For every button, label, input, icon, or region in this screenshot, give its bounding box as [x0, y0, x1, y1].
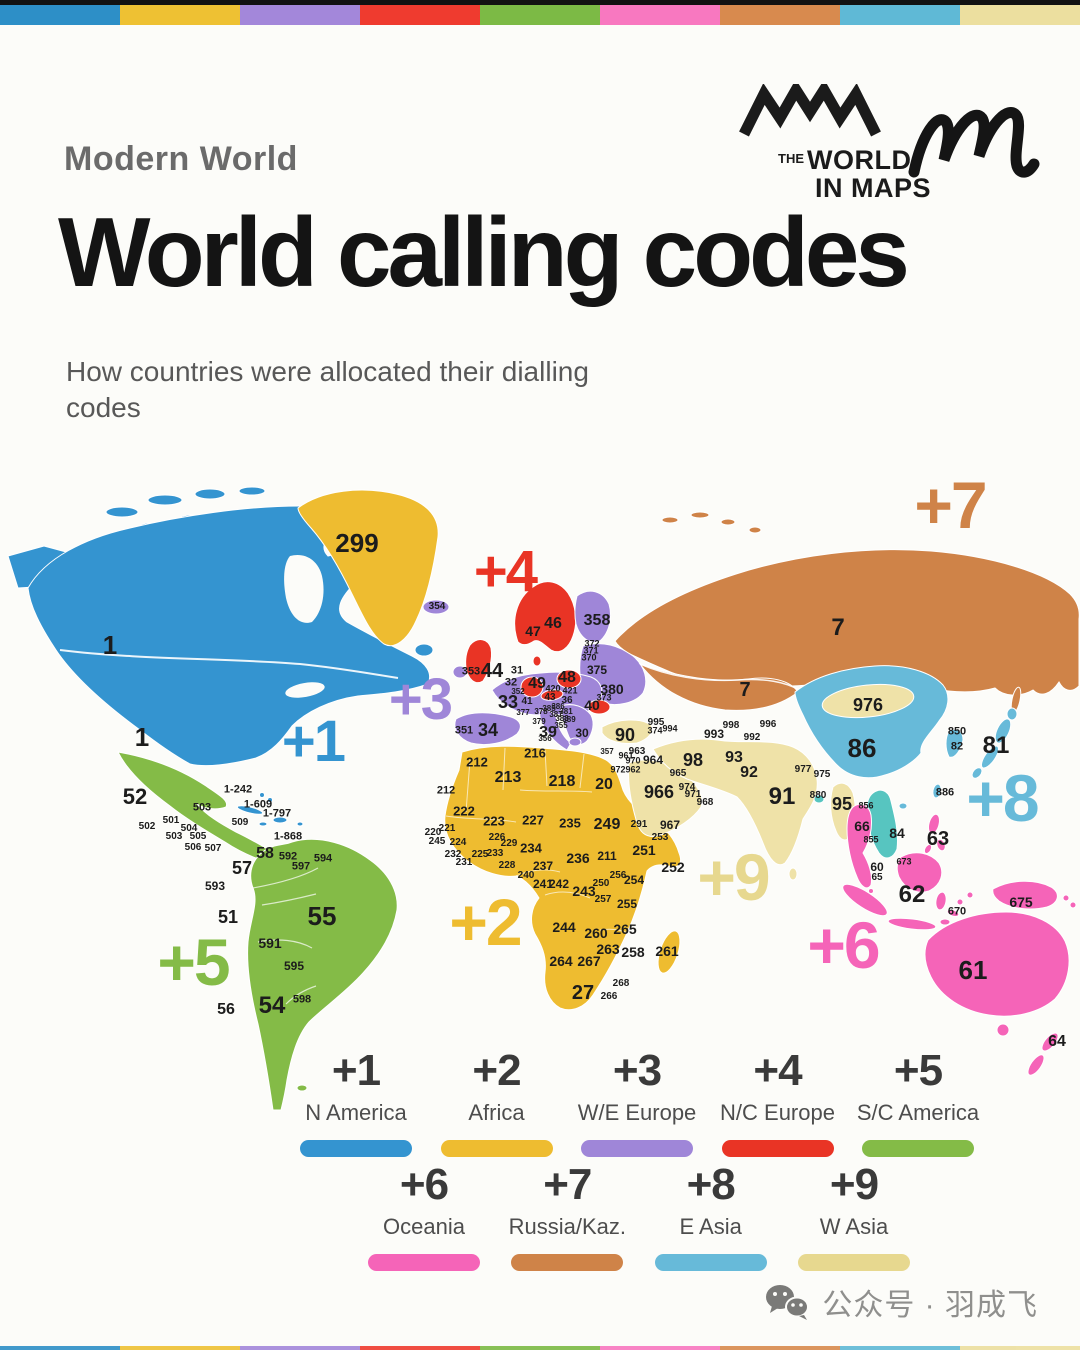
legend-color-bar	[368, 1254, 480, 1271]
zone-africa	[444, 745, 682, 1011]
legend-color-bar	[862, 1140, 974, 1157]
m-script-icon	[908, 107, 1040, 178]
bottom-color-stripe	[0, 1346, 1080, 1350]
world-in-maps-icon	[739, 84, 881, 137]
legend-color-bar	[511, 1254, 624, 1271]
stripe-segment	[360, 1346, 480, 1350]
stripe-segment	[120, 1346, 240, 1350]
legend-color-bar	[581, 1140, 693, 1157]
stripe-segment	[600, 1346, 720, 1350]
zone-oceania	[842, 803, 1077, 1076]
world-in-maps-wordmark: THE WORLD IN MAPS	[778, 145, 932, 204]
wechat-account-text: 公众号 · 羽成飞	[822, 1289, 1038, 1322]
legend-item-+2: +2 Africa	[431, 1046, 563, 1157]
stripe-segment	[720, 5, 840, 25]
zone-east-asia	[794, 665, 1018, 859]
stripe-segment	[960, 5, 1080, 25]
legend-code: +2	[472, 1046, 521, 1095]
stripe-segment	[360, 5, 480, 25]
legend-item-+1: +1 N America	[290, 1046, 422, 1157]
legend-region: S/C America	[856, 1100, 980, 1125]
legend-code: +5	[893, 1046, 943, 1095]
legend-color-bar	[300, 1140, 412, 1157]
legend-region: W Asia	[819, 1214, 889, 1239]
zone-europe	[452, 581, 647, 751]
zone-north-america	[7, 486, 434, 827]
greenland-iceland	[297, 489, 450, 646]
legend-color-bar	[440, 1140, 553, 1157]
legend-item-+6: +6 Oceania	[358, 1160, 490, 1271]
legend-item-+9: +9 W Asia	[788, 1160, 920, 1271]
stripe-segment	[480, 1346, 600, 1350]
page-title: World calling codes	[58, 197, 910, 307]
kicker: Modern World	[64, 140, 298, 178]
footer: 公众号 · 羽成飞	[764, 1280, 1038, 1324]
legend-region: N America	[305, 1100, 407, 1125]
stripe-segment	[0, 5, 120, 25]
legend-region: W/E Europe	[577, 1100, 697, 1125]
legend-item-+8: +8 E Asia	[645, 1160, 777, 1271]
stripe-segment	[840, 1346, 960, 1350]
legend-item-+3: +3 W/E Europe	[571, 1046, 703, 1157]
stripe-segment	[960, 1346, 1080, 1350]
legend-color-bar	[654, 1254, 767, 1271]
legend-item-+4: +4 N/C Europe	[712, 1046, 844, 1157]
legend-item-+5: +5 S/C America	[852, 1046, 984, 1157]
top-color-stripe	[0, 5, 1080, 25]
legend-region: E Asia	[679, 1214, 742, 1239]
legend-row-1: +1 N America +2 Africa +3 W/E Europe +4 N/C Eur…	[290, 1046, 984, 1157]
legend-region: Oceania	[383, 1214, 465, 1239]
legend-row-2: +6 Oceania +7 Russia/Kaz. +8 E Asia +9 W Asia	[358, 1160, 920, 1271]
legend-region: N/C Europe	[720, 1100, 835, 1125]
wechat-icon	[766, 1285, 810, 1320]
stripe-segment	[480, 5, 600, 25]
legend-color-bar	[721, 1140, 834, 1157]
legend-color-bar	[797, 1254, 910, 1271]
stripe-segment	[720, 1346, 840, 1350]
stripe-segment	[240, 5, 360, 25]
stripe-segment	[120, 5, 240, 25]
zone-south-america	[117, 751, 398, 1111]
page-subtitle: How countries were allocated their diall…	[66, 356, 589, 424]
legend-code: +8	[686, 1160, 736, 1209]
legend-code: +4	[753, 1046, 802, 1095]
legend-code: +6	[399, 1160, 449, 1209]
legend-code: +7	[543, 1160, 592, 1209]
stripe-segment	[840, 5, 960, 25]
legend-code: +1	[331, 1046, 381, 1095]
legend-code: +3	[612, 1046, 662, 1095]
legend-region: Africa	[468, 1100, 525, 1125]
stripe-segment	[600, 5, 720, 25]
legend-code: +9	[829, 1160, 879, 1209]
legend-region: Russia/Kaz.	[508, 1214, 627, 1239]
top-black-bar	[0, 0, 1080, 5]
zone-russia	[614, 511, 1080, 714]
stripe-segment	[0, 1346, 120, 1350]
legend-item-+7: +7 Russia/Kaz.	[501, 1160, 633, 1271]
stripe-segment	[240, 1346, 360, 1350]
